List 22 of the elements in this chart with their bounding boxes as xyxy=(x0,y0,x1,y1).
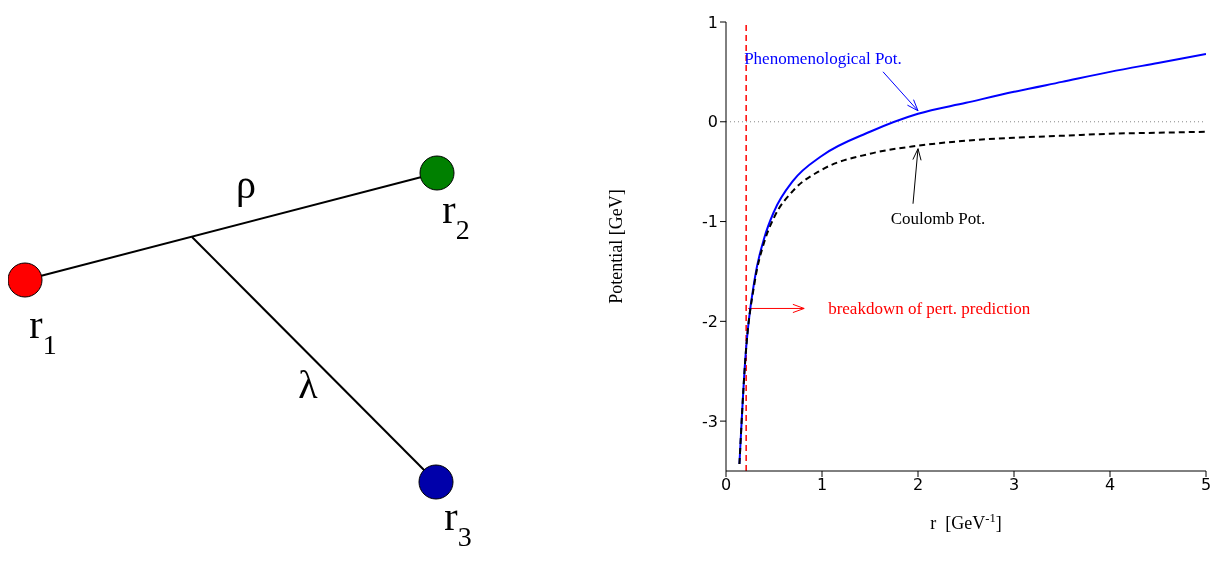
y-axis-title: Potential [GeV] xyxy=(606,189,627,304)
x-tick-label: 2 xyxy=(912,475,924,495)
x-tick-label: 3 xyxy=(1008,475,1020,495)
text: r$_{1}$ xyxy=(29,302,57,360)
text: ρ xyxy=(236,162,256,207)
y-tick-label: 0 xyxy=(707,112,718,132)
text: r$_{2}$ xyxy=(442,187,470,245)
x-axis-title: r [GeV$^{-1}$] xyxy=(930,511,1002,533)
annotation: breakdown of pert. prediction xyxy=(828,299,1031,319)
x-tick-label: 4 xyxy=(1104,475,1116,495)
text: Coulomb Pot. xyxy=(890,208,986,228)
x-tick-label: 5 xyxy=(1200,475,1212,495)
text: Phenomenological Pot. xyxy=(744,48,902,68)
y-tick-label: -1 xyxy=(702,212,718,232)
y-tick-label: -2 xyxy=(702,312,718,332)
x-tick-label: 0 xyxy=(720,475,732,495)
y-tick-label: 1 xyxy=(707,12,718,32)
x-tick-label: 1 xyxy=(816,475,828,495)
y-tick-label: -3 xyxy=(702,411,718,431)
text: r$_{3}$ xyxy=(444,494,472,552)
text: λ xyxy=(298,362,319,407)
line-series xyxy=(738,130,1206,466)
